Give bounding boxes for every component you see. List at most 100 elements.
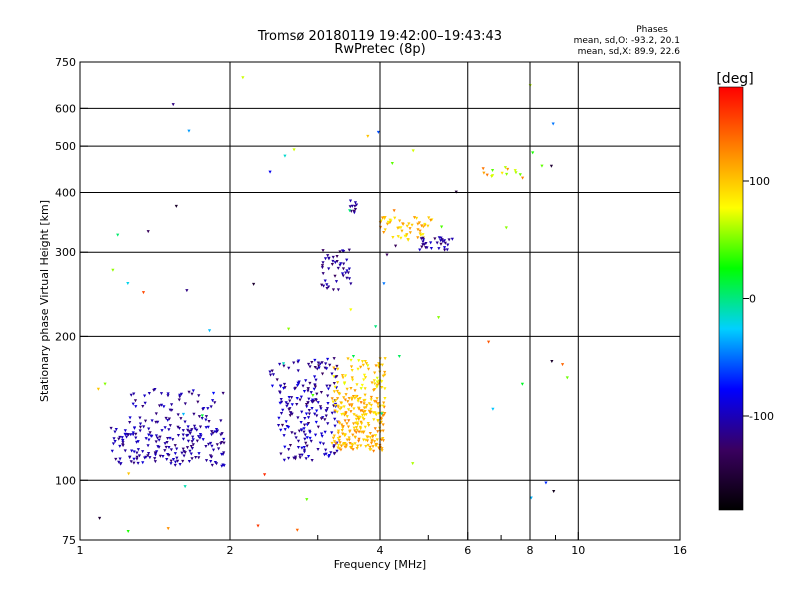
echo-point <box>278 391 282 395</box>
echo-point <box>381 439 386 443</box>
echo-point <box>153 388 157 392</box>
x-tick-label: 2 <box>227 544 234 557</box>
echo-point <box>171 438 175 442</box>
y-tick-label: 400 <box>55 186 76 199</box>
stats-line-o: mean, sd,O: -93.2, 20.1 <box>574 36 680 46</box>
echo-point <box>341 274 345 278</box>
echo-point <box>340 272 345 276</box>
echo-point <box>323 430 327 434</box>
echo-point <box>286 402 290 406</box>
echo-point <box>380 385 384 389</box>
echo-point <box>138 422 143 426</box>
echo-point <box>309 391 313 395</box>
echo-point <box>373 371 377 375</box>
echo-point <box>323 257 328 261</box>
echo-point <box>341 432 345 436</box>
echo-point <box>400 229 404 233</box>
echo-point <box>405 233 409 237</box>
echo-point <box>423 222 427 226</box>
echo-point <box>292 361 296 365</box>
echo-point <box>298 398 302 402</box>
echo-point <box>222 437 226 441</box>
echo-point <box>372 449 376 453</box>
echo-point <box>137 454 142 458</box>
echo-point <box>332 445 336 449</box>
echo-point <box>146 444 150 448</box>
echo-point <box>485 173 489 177</box>
echo-point <box>270 384 275 388</box>
echo-point <box>111 442 116 446</box>
echo-point <box>341 425 345 429</box>
echo-point <box>178 393 182 397</box>
echo-point <box>194 455 198 459</box>
echo-point <box>155 450 159 454</box>
echo-point <box>333 261 337 265</box>
echo-point <box>289 396 294 400</box>
echo-point <box>208 454 213 458</box>
echo-point <box>326 387 331 391</box>
echo-point <box>370 438 374 442</box>
echo-point <box>347 403 352 407</box>
echo-point <box>135 457 139 461</box>
echo-point <box>196 435 201 439</box>
echo-point <box>209 460 213 464</box>
echo-point <box>159 392 164 396</box>
echo-point <box>333 404 337 408</box>
echo-point <box>335 364 339 368</box>
echo-point <box>329 451 333 455</box>
echo-point <box>282 382 287 386</box>
echo-point <box>349 358 353 362</box>
echo-point <box>294 436 298 440</box>
echo-point <box>190 446 194 450</box>
echo-point <box>375 376 379 380</box>
echo-point <box>361 438 366 442</box>
echo-point <box>353 436 357 440</box>
echo-point <box>158 435 162 439</box>
colorbar-tick-label: 0 <box>749 293 756 306</box>
echo-point <box>388 218 392 222</box>
echo-point <box>297 429 301 433</box>
echo-point <box>367 424 371 428</box>
echo-point <box>345 269 349 273</box>
echo-point <box>328 384 332 388</box>
echo-point <box>313 412 317 416</box>
echo-point <box>326 357 330 361</box>
echo-point <box>315 367 319 371</box>
echo-point <box>331 255 335 259</box>
echo-point <box>187 460 191 464</box>
echo-point <box>153 453 158 457</box>
echo-point <box>331 436 336 440</box>
echo-point <box>221 391 225 395</box>
echo-point <box>491 407 495 411</box>
echo-point <box>544 481 548 485</box>
echo-point <box>204 444 208 448</box>
x-tick-label: 4 <box>377 544 384 557</box>
echo-point <box>316 401 320 405</box>
y-tick-label: 75 <box>62 534 76 547</box>
echo-point <box>263 473 267 477</box>
stats-line-x: mean, sd,X: 89.9, 22.6 <box>578 47 681 57</box>
echo-point <box>187 430 191 434</box>
echo-point <box>297 359 301 363</box>
echo-point <box>167 417 171 421</box>
echo-point <box>185 446 190 450</box>
echo-point <box>168 408 172 412</box>
echo-point <box>349 365 354 369</box>
echo-point <box>416 222 420 226</box>
echo-point <box>340 423 344 427</box>
echo-point <box>356 406 361 410</box>
echo-point <box>303 437 307 441</box>
echo-point <box>359 430 363 434</box>
echo-point <box>426 224 430 228</box>
echo-point <box>344 411 348 415</box>
echo-point <box>311 393 315 397</box>
echo-point <box>280 423 285 427</box>
echo-point <box>293 455 298 459</box>
echo-point <box>433 237 437 241</box>
echo-point <box>127 472 131 476</box>
echo-point <box>377 362 381 366</box>
echo-point <box>504 226 508 230</box>
echo-point <box>328 363 332 367</box>
echo-point <box>321 284 326 288</box>
echo-point <box>348 205 352 209</box>
